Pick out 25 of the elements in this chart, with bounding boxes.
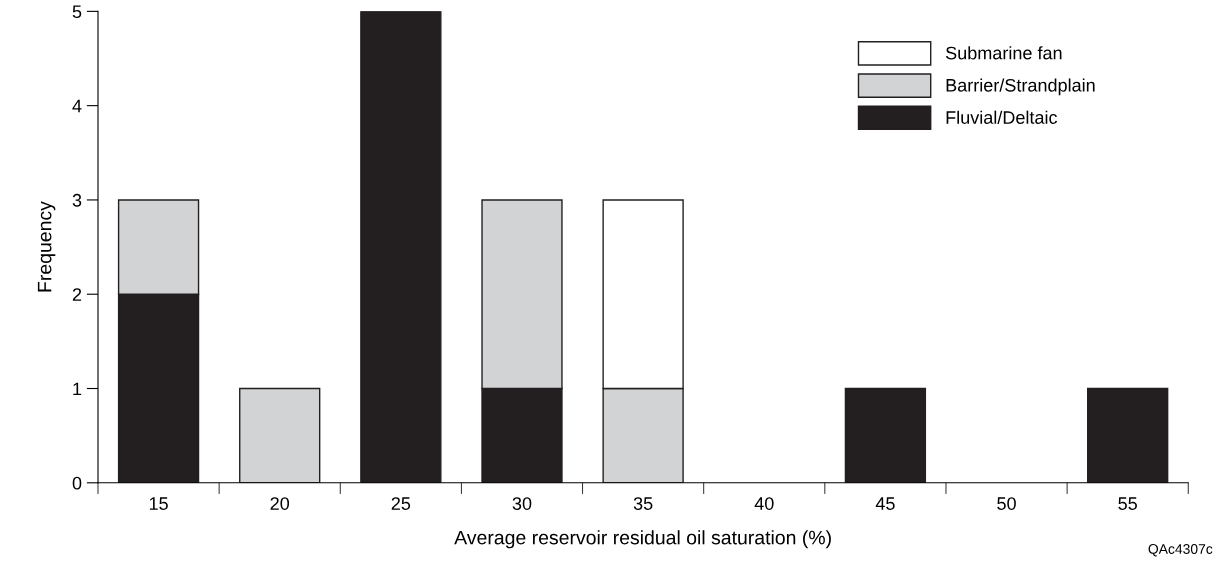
bar xyxy=(844,387,927,483)
y-tick-label: 3 xyxy=(72,193,82,207)
bar xyxy=(239,387,321,483)
bar xyxy=(360,11,442,483)
legend-label: Barrier/Strandplain xyxy=(946,78,1095,96)
legend-label: Submarine fan xyxy=(945,46,1062,60)
x-tick-label: 15 xyxy=(149,497,168,510)
x-axis-title: Average reservoir residual oil saturation (%) xyxy=(454,530,831,549)
y-tick-label: 2 xyxy=(72,288,82,301)
x-tick-label: 55 xyxy=(1118,497,1137,510)
x-tick-label: 35 xyxy=(633,497,653,510)
x-tick-label: 40 xyxy=(754,497,774,510)
x-tick-label: 30 xyxy=(512,497,532,510)
y-tick-label: 5 xyxy=(72,5,82,19)
x-tick-label: 50 xyxy=(997,497,1016,510)
y-axis-title: Frequency xyxy=(37,201,56,292)
bar xyxy=(1087,387,1169,483)
x-tick-label: 25 xyxy=(391,497,411,510)
x-tick-label: 45 xyxy=(875,497,895,510)
y-tick-label: 4 xyxy=(72,99,82,113)
x-tick-label: 20 xyxy=(270,497,290,510)
text: QAc4307c xyxy=(1148,544,1213,557)
y-tick-label: 1 xyxy=(73,382,82,396)
legend-label: Fluvial/Deltaic xyxy=(946,110,1058,124)
y-tick-label: 0 xyxy=(72,476,82,490)
